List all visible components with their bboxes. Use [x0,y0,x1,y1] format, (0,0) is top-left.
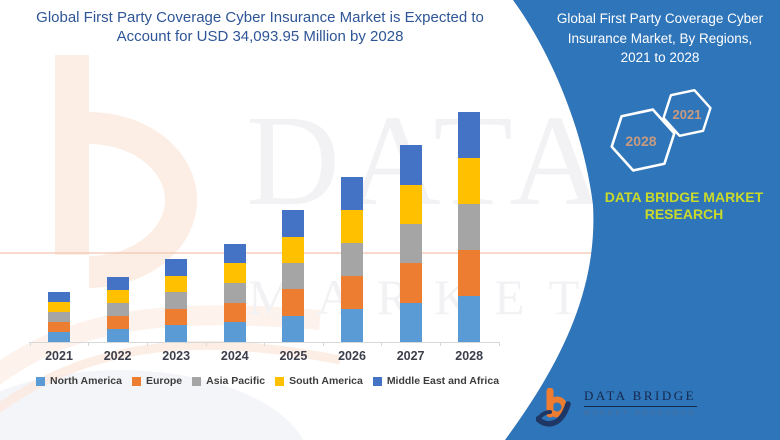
x-axis-label: 2028 [455,349,484,363]
bar-segment [399,302,422,342]
bar-segment [341,243,363,277]
chart-title-line2: Account for USD 34,093.95 Million by 202… [116,28,404,45]
axis-tick [439,342,441,346]
legend-swatch [372,376,382,386]
logo-subtext: MARKET RESEARCH [584,410,697,417]
logo-wordmark: DATA BRIDGE [584,388,697,407]
brand-name-line1: DATA BRIDGE MARKET [604,189,764,205]
bar-segment [458,158,481,204]
bar-segment [282,210,305,237]
bar-segment [341,309,363,342]
hexagon-2028-label: 2028 [625,133,656,149]
bar-segment [223,283,246,303]
chart-title: Global First Party Coverage Cyber Insura… [20,8,500,46]
side-panel-heading: Global First Party Coverage Cyber Insura… [544,9,776,68]
side-panel-heading-line1: Global First Party Coverage Cyber [556,11,764,26]
brand-name-line2: RESEARCH [644,206,724,222]
bar-segment [399,263,422,303]
side-panel-heading-line3: 2021 to 2028 [620,50,700,65]
bar-segment [341,276,363,310]
bar-segment [48,292,70,303]
chart-title-line1: Global First Party Coverage Cyber Insura… [36,9,484,26]
bar-segment [282,236,305,263]
axis-tick [381,342,383,346]
bar-segment [399,145,422,185]
databridge-logo-icon [536,388,571,427]
hexagon-2021-label: 2021 [673,107,702,122]
legend-label: Middle East and Africa [386,375,500,387]
bar-segment [458,250,481,296]
bar-segment [458,112,481,158]
stacked-bar-2026 [341,177,363,342]
databridge-logo-text: DATA BRIDGE MARKET RESEARCH [584,388,697,417]
stacked-bar-2028 [458,112,481,342]
side-panel-heading-line2: Insurance Market, By Regions, [567,30,753,46]
hexagon-2021 [662,88,712,138]
axis-tick [498,342,500,346]
bar-segment [165,292,188,309]
bar-segment [106,289,129,303]
bar-segment [223,263,246,284]
legend-item: Middle East and Africa [372,375,500,387]
brand-name: DATA BRIDGE MARKET RESEARCH [598,189,770,223]
x-axis-label: 2026 [338,349,366,363]
bar-segment [399,184,422,225]
year-hexagons: 2021 2028 [610,88,712,172]
x-axis-label: 2027 [396,349,425,363]
bar-segment [458,296,481,342]
bar-segment [341,210,363,244]
bar-segment [341,177,363,211]
databridge-footer-logo: DATA BRIDGE MARKET RESEARCH [536,388,697,434]
bar-segment [282,262,305,290]
bar-segment [458,204,481,250]
hexagon-2028 [610,108,676,172]
